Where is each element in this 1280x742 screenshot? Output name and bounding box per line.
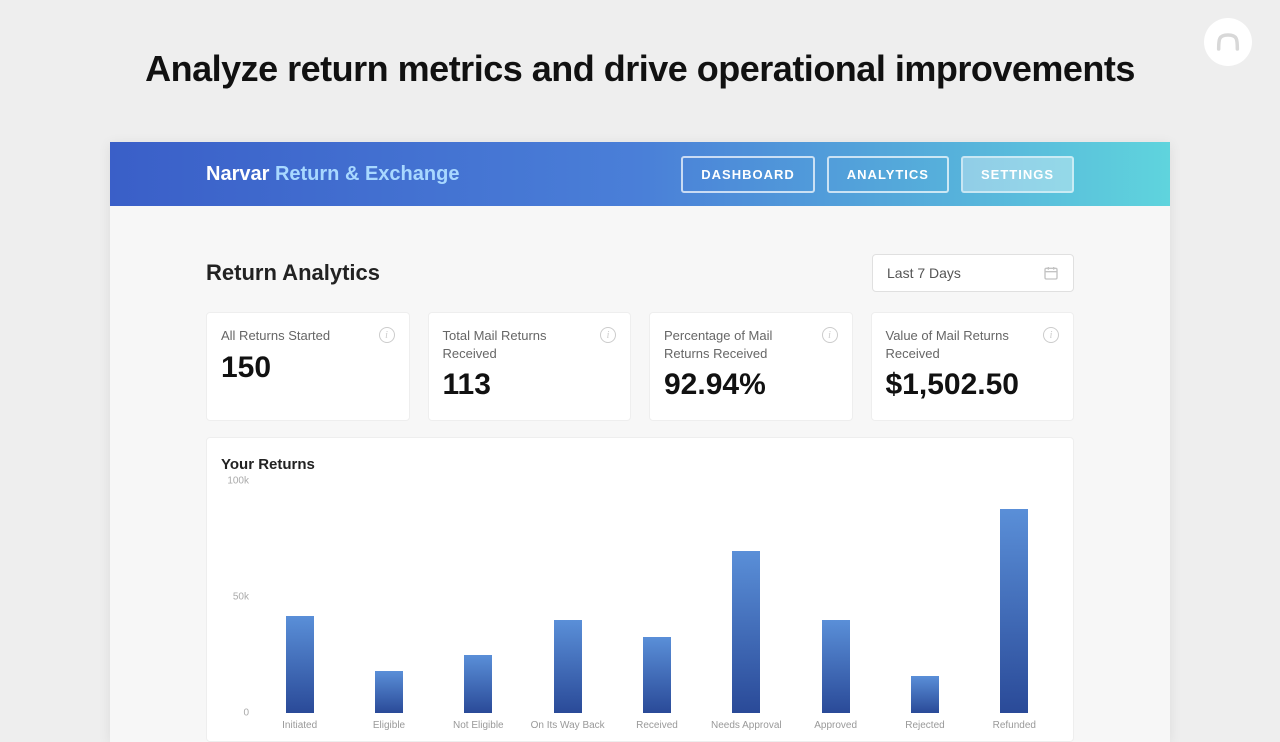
bar-slot xyxy=(434,481,523,713)
info-icon[interactable]: i xyxy=(600,327,616,343)
bar-slot xyxy=(880,481,969,713)
chart-title: Your Returns xyxy=(221,456,1059,473)
chart-area: 050k100k InitiatedEligibleNot EligibleOn… xyxy=(221,481,1059,731)
chart-bar[interactable] xyxy=(732,551,760,713)
chart-y-axis: 050k100k xyxy=(221,481,255,713)
bar-slot xyxy=(612,481,701,713)
chart-plot xyxy=(255,481,1059,713)
chart-bar[interactable] xyxy=(643,637,671,714)
content-area: Return Analytics Last 7 Days All Returns… xyxy=(110,206,1170,742)
info-icon[interactable]: i xyxy=(1043,327,1059,343)
y-tick: 0 xyxy=(243,708,249,719)
section-header-row: Return Analytics Last 7 Days xyxy=(206,254,1074,292)
bar-slot xyxy=(791,481,880,713)
metric-value: 150 xyxy=(221,351,395,385)
metric-label: Total Mail Returns Received xyxy=(443,327,617,362)
app-header: Narvar Return & Exchange DASHBOARD ANALYT… xyxy=(110,142,1170,206)
x-label: Initiated xyxy=(255,720,344,731)
nav-tab-dashboard[interactable]: DASHBOARD xyxy=(681,156,815,193)
metric-card: Value of Mail Returns Received $1,502.50 i xyxy=(871,312,1075,421)
y-tick: 50k xyxy=(233,592,249,603)
date-range-label: Last 7 Days xyxy=(887,265,961,281)
narvar-logo xyxy=(1204,18,1252,66)
chart-bar[interactable] xyxy=(1000,509,1028,713)
x-label: On Its Way Back xyxy=(523,720,612,731)
bar-slot xyxy=(970,481,1059,713)
metric-value: 92.94% xyxy=(664,368,838,402)
bar-slot xyxy=(344,481,433,713)
chart-bar[interactable] xyxy=(286,616,314,713)
metric-label: Percentage of Mail Returns Received xyxy=(664,327,838,362)
chart-bar[interactable] xyxy=(822,620,850,713)
nav-tabs: DASHBOARD ANALYTICS SETTINGS xyxy=(681,156,1074,193)
chart-x-axis: InitiatedEligibleNot EligibleOn Its Way … xyxy=(255,720,1059,731)
date-range-picker[interactable]: Last 7 Days xyxy=(872,254,1074,292)
bar-slot xyxy=(523,481,612,713)
page-heading: Analyze return metrics and drive operati… xyxy=(0,0,1280,90)
returns-chart-card: Your Returns 050k100k InitiatedEligibleN… xyxy=(206,437,1074,742)
x-label: Eligible xyxy=(344,720,433,731)
section-title: Return Analytics xyxy=(206,260,380,286)
y-tick: 100k xyxy=(227,476,249,487)
x-label: Needs Approval xyxy=(702,720,791,731)
metric-card: All Returns Started 150 i xyxy=(206,312,410,421)
brand-title: Narvar Return & Exchange xyxy=(206,163,459,186)
calendar-icon xyxy=(1043,265,1059,281)
brand-product: Return & Exchange xyxy=(275,163,459,185)
metric-card: Percentage of Mail Returns Received 92.94… xyxy=(649,312,853,421)
metric-value: $1,502.50 xyxy=(886,368,1060,402)
brand-name: Narvar xyxy=(206,163,269,185)
app-window: Narvar Return & Exchange DASHBOARD ANALYT… xyxy=(110,142,1170,742)
info-icon[interactable]: i xyxy=(822,327,838,343)
chart-bar[interactable] xyxy=(464,655,492,713)
metrics-row: All Returns Started150iTotal Mail Return… xyxy=(206,312,1074,421)
metric-label: Value of Mail Returns Received xyxy=(886,327,1060,362)
bar-slot xyxy=(702,481,791,713)
x-label: Rejected xyxy=(880,720,969,731)
nav-tab-analytics[interactable]: ANALYTICS xyxy=(827,156,949,193)
bar-slot xyxy=(255,481,344,713)
metric-label: All Returns Started xyxy=(221,327,395,345)
x-label: Not Eligible xyxy=(434,720,523,731)
metric-card: Total Mail Returns Received 113 i xyxy=(428,312,632,421)
x-label: Refunded xyxy=(970,720,1059,731)
info-icon[interactable]: i xyxy=(379,327,395,343)
nav-tab-settings[interactable]: SETTINGS xyxy=(961,156,1074,193)
chart-bar[interactable] xyxy=(911,676,939,713)
x-label: Received xyxy=(612,720,701,731)
x-label: Approved xyxy=(791,720,880,731)
chart-bar[interactable] xyxy=(375,671,403,713)
metric-value: 113 xyxy=(443,368,617,402)
chart-bar[interactable] xyxy=(554,620,582,713)
